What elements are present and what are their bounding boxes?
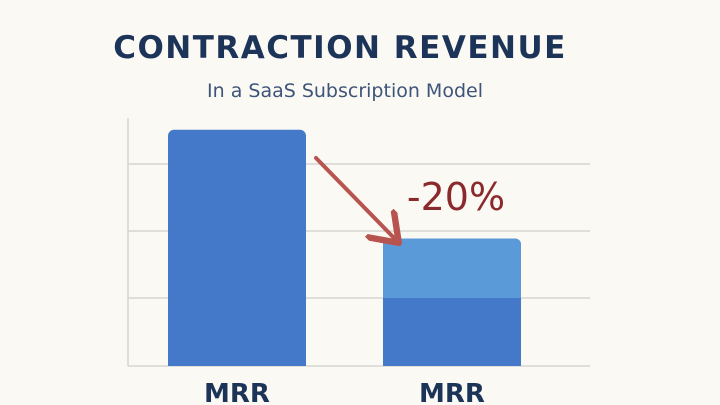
decline-arrow: [314, 156, 396, 240]
bars: [168, 129, 521, 366]
category-label-2: MRR: [419, 379, 485, 405]
category-label-1: MRR: [204, 379, 270, 405]
change-annotation: -20%: [407, 175, 505, 219]
bar-2-highlight-fill: [383, 246, 521, 298]
bar-1: [168, 129, 306, 366]
bar-1-fill: [168, 129, 306, 366]
bar-2: [383, 238, 521, 366]
chart-title: CONTRACTION REVENUE: [113, 30, 567, 66]
bar-1-base: [168, 358, 306, 366]
bar-2-base: [383, 358, 521, 366]
category-labels: MRR MRR: [204, 379, 485, 405]
chart-subtitle: In a SaaS Subscription Model: [207, 80, 483, 102]
